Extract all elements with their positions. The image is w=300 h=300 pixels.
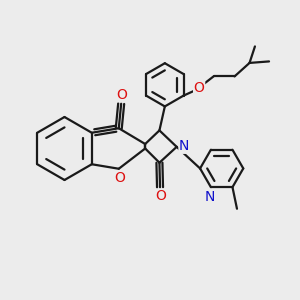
Text: O: O — [116, 88, 127, 102]
Text: N: N — [179, 139, 189, 153]
Text: O: O — [114, 171, 125, 185]
Text: O: O — [155, 189, 166, 203]
Text: O: O — [194, 81, 205, 95]
Text: N: N — [204, 190, 214, 204]
